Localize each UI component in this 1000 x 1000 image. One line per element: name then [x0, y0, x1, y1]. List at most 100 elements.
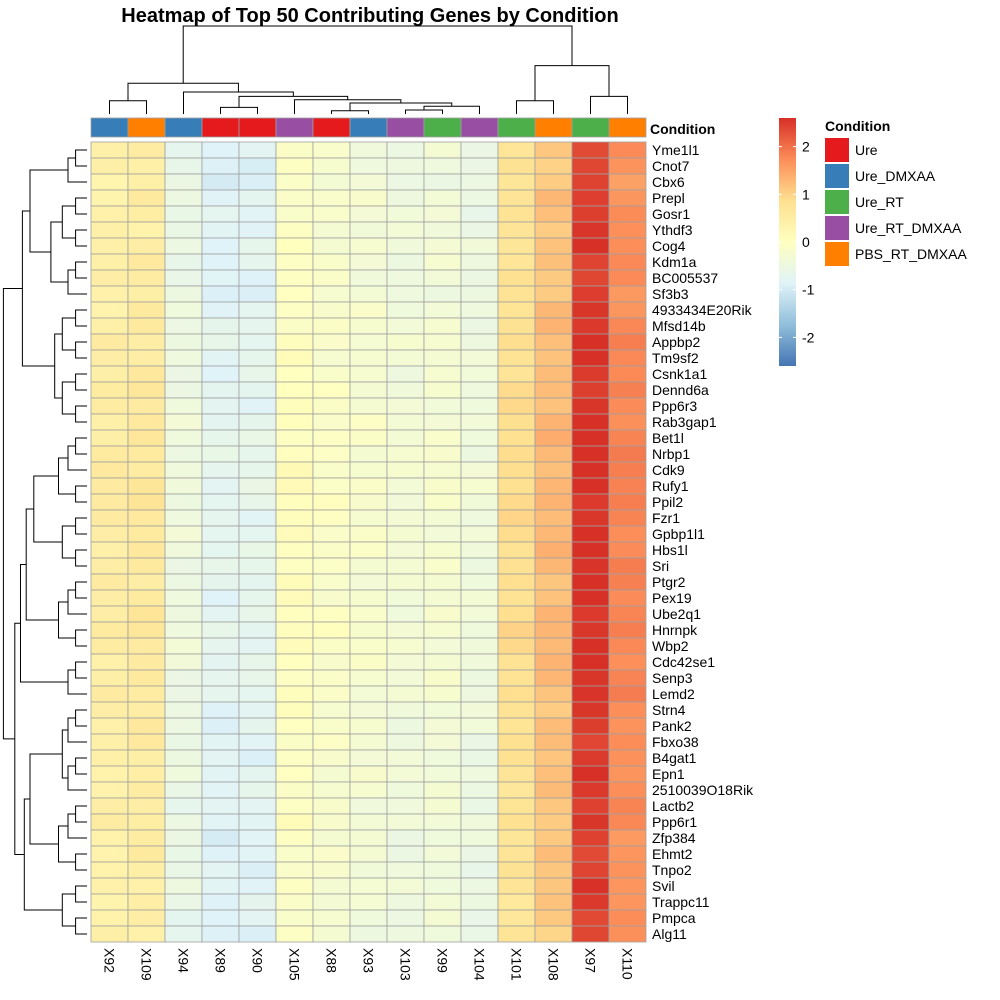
row-label: Sri — [652, 558, 669, 574]
heatmap-cell — [164, 637, 203, 655]
heatmap-cell — [127, 509, 166, 527]
heatmap-cell — [608, 173, 647, 191]
dendrogram-branch — [220, 106, 258, 114]
heatmap-cell — [90, 221, 129, 239]
heatmap-cell — [386, 557, 425, 575]
dendrogram-branch — [75, 629, 87, 647]
heatmap-cell — [571, 381, 610, 399]
heatmap-cell — [201, 749, 240, 767]
heatmap-cell — [571, 541, 610, 559]
heatmap-cell — [349, 141, 388, 159]
heatmap-cell — [608, 845, 647, 863]
heatmap-cell — [275, 653, 314, 671]
column-label: X92 — [102, 948, 118, 973]
heatmap-cell — [90, 173, 129, 191]
heatmap-cell — [460, 733, 499, 751]
heatmap-cell — [349, 173, 388, 191]
heatmap-cell — [312, 605, 351, 623]
dendrogram-branch — [67, 157, 87, 183]
heatmap-cell — [534, 893, 573, 911]
heatmap-cell — [90, 413, 129, 431]
heatmap-cell — [386, 749, 425, 767]
row-label: Cbx6 — [652, 174, 685, 190]
heatmap-cell — [127, 429, 166, 447]
heatmap-cell — [423, 525, 462, 543]
column-dendrogram — [109, 25, 628, 114]
heatmap-cell — [201, 717, 240, 735]
heatmap-cell — [349, 749, 388, 767]
dendrogram-branch — [75, 661, 87, 679]
heatmap-cell — [127, 445, 166, 463]
heatmap-cell — [312, 365, 351, 383]
row-label: Zfp384 — [652, 830, 696, 846]
heatmap-cell — [349, 205, 388, 223]
heatmap-cell — [201, 269, 240, 287]
heatmap-cell — [127, 269, 166, 287]
heatmap-cell — [90, 237, 129, 255]
heatmap-cell — [571, 685, 610, 703]
heatmap-cell — [164, 541, 203, 559]
row-label: Bet1l — [652, 430, 684, 446]
heatmap-cell — [497, 573, 536, 591]
heatmap-cell — [127, 765, 166, 783]
heatmap-cell — [460, 237, 499, 255]
heatmap-cell — [201, 365, 240, 383]
heatmap-cell — [460, 477, 499, 495]
heatmap-cell — [571, 333, 610, 351]
annotation-cell — [571, 117, 610, 138]
heatmap-cell — [497, 637, 536, 655]
heatmap-cell — [534, 285, 573, 303]
heatmap-cell — [201, 909, 240, 927]
row-label: Svil — [652, 878, 675, 894]
heatmap-cell — [460, 301, 499, 319]
heatmap-cell — [349, 893, 388, 911]
heatmap-cell — [423, 429, 462, 447]
heatmap-cell — [164, 845, 203, 863]
heatmap-cell — [201, 205, 240, 223]
heatmap-cell — [201, 189, 240, 207]
heatmap-cell — [386, 589, 425, 607]
heatmap-cell — [238, 765, 277, 783]
heatmap-cell — [534, 349, 573, 367]
heatmap-cell — [127, 381, 166, 399]
heatmap-cell — [571, 573, 610, 591]
row-label: Ppil2 — [652, 494, 683, 510]
row-label: Nrbp1 — [652, 446, 690, 462]
annotation-cell — [534, 117, 573, 138]
heatmap-cell — [571, 349, 610, 367]
heatmap-cell — [534, 605, 573, 623]
annotation-cell — [275, 117, 314, 138]
heatmap-cell — [238, 925, 277, 943]
heatmap-cell — [238, 813, 277, 831]
heatmap-cell — [497, 509, 536, 527]
heatmap-cell — [127, 685, 166, 703]
heatmap-cell — [275, 797, 314, 815]
heatmap-cell — [534, 333, 573, 351]
heatmap-cell — [90, 717, 129, 735]
dendrogram-branch — [67, 765, 87, 791]
heatmap-cell — [497, 701, 536, 719]
heatmap-cell — [386, 301, 425, 319]
heatmap-cell — [349, 877, 388, 895]
heatmap-cell — [238, 637, 277, 655]
heatmap-cell — [349, 653, 388, 671]
heatmap-cell — [90, 509, 129, 527]
heatmap-cell — [460, 701, 499, 719]
heatmap-cell — [534, 301, 573, 319]
heatmap-cell — [534, 909, 573, 927]
legend-label: Ure_RT_DMXAA — [855, 220, 962, 236]
legend-swatch — [825, 138, 849, 162]
heatmap-cell — [275, 285, 314, 303]
heatmap-cell — [201, 141, 240, 159]
heatmap-cell — [164, 221, 203, 239]
heatmap-cell — [349, 669, 388, 687]
heatmap-cell — [201, 653, 240, 671]
heatmap-cell — [497, 925, 536, 943]
annotation-cell — [608, 117, 647, 138]
heatmap-cell — [608, 509, 647, 527]
heatmap-cell — [386, 781, 425, 799]
heatmap-cell — [312, 813, 351, 831]
heatmap-cell — [571, 733, 610, 751]
heatmap-cell — [349, 445, 388, 463]
heatmap-cell — [275, 717, 314, 735]
